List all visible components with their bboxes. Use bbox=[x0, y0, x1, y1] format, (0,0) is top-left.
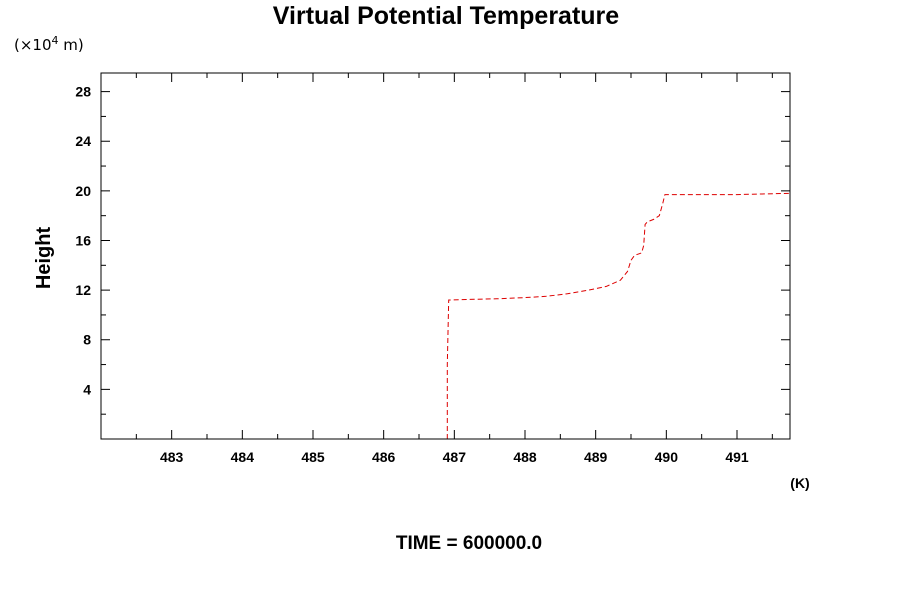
x-tick-label: 485 bbox=[301, 449, 325, 465]
x-tick-label: 488 bbox=[513, 449, 537, 465]
x-tick-labels: 483 484 485 486 487 488 489 490 491 bbox=[160, 449, 749, 465]
y-tick-label: 20 bbox=[75, 183, 91, 199]
y-axis-label: Height bbox=[33, 227, 55, 290]
x-tick-label: 484 bbox=[231, 449, 255, 465]
time-label: TIME = 600000.0 bbox=[396, 533, 542, 554]
x-tick-label: 490 bbox=[655, 449, 679, 465]
minor-ticks bbox=[100, 73, 790, 439]
chart-title: Virtual Potential Temperature bbox=[273, 2, 619, 30]
x-tick-label: 486 bbox=[372, 449, 396, 465]
y-tick-label: 28 bbox=[75, 84, 91, 100]
x-tick-label: 491 bbox=[725, 449, 749, 465]
y-unit-suffix: m) bbox=[59, 36, 84, 54]
series-line bbox=[446, 192, 791, 439]
x-tick-label: 489 bbox=[584, 449, 608, 465]
y-tick-label: 8 bbox=[83, 332, 91, 348]
y-unit-prefix: (×10 bbox=[14, 36, 52, 54]
plot-frame bbox=[100, 72, 791, 440]
x-tick-label: 487 bbox=[443, 449, 467, 465]
major-ticks bbox=[101, 73, 790, 439]
y-unit-label: (×104 m) bbox=[14, 34, 84, 54]
y-tick-label: 24 bbox=[75, 133, 91, 149]
y-tick-label: 16 bbox=[75, 232, 91, 248]
x-axis-unit-label: (K) bbox=[790, 475, 809, 491]
y-unit-exponent: 4 bbox=[52, 34, 59, 47]
x-tick-label: 483 bbox=[160, 449, 184, 465]
y-tick-labels: 4 8 12 16 20 24 28 bbox=[75, 84, 91, 398]
y-tick-label: 4 bbox=[83, 381, 91, 397]
y-tick-label: 12 bbox=[75, 282, 91, 298]
